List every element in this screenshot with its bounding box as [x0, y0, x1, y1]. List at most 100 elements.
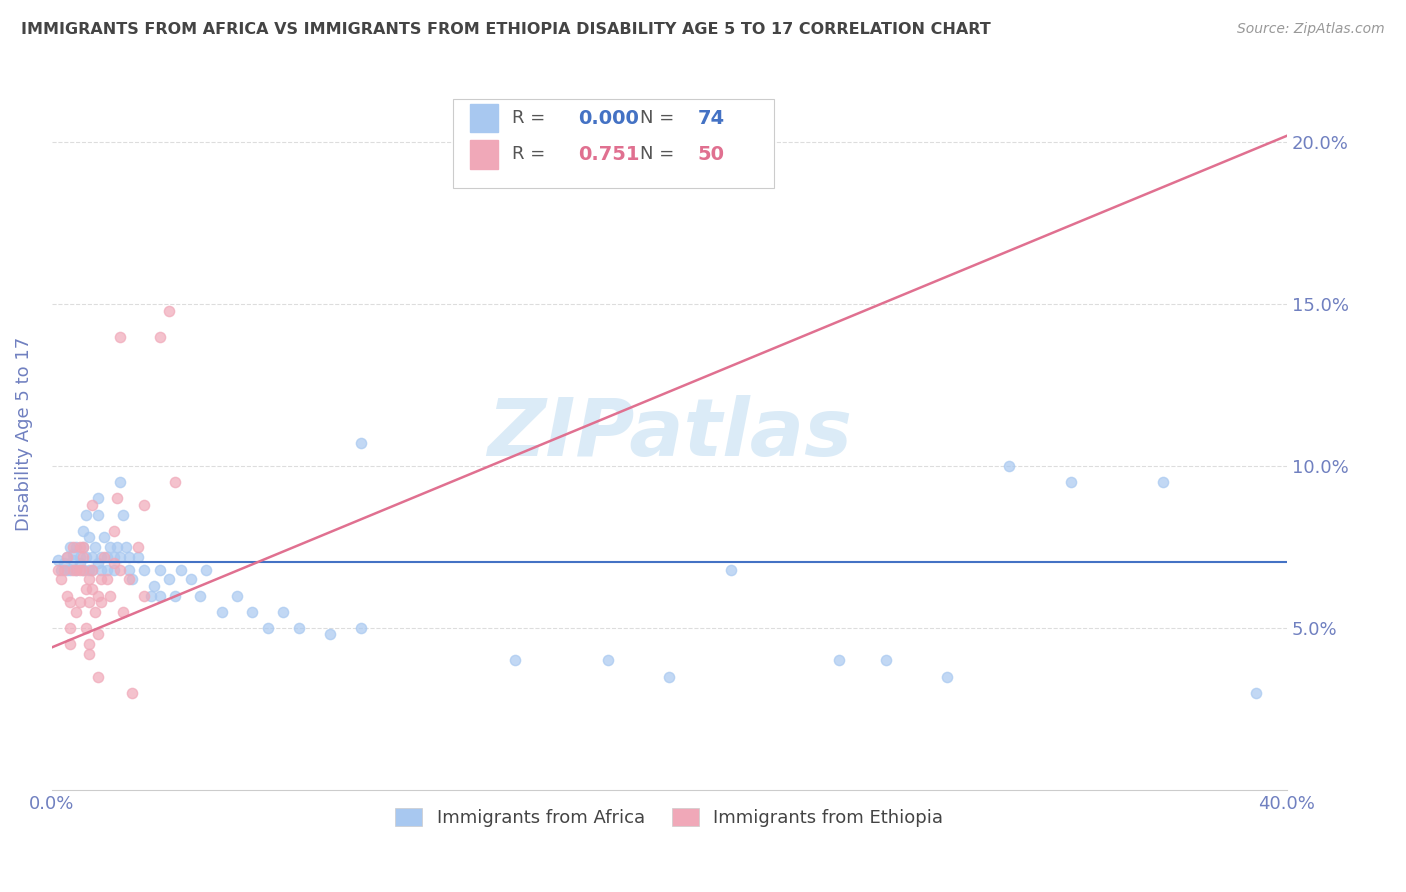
Point — [111, 508, 134, 522]
Point — [69, 540, 91, 554]
Point — [96, 563, 118, 577]
Point — [165, 475, 187, 490]
Point — [69, 563, 91, 577]
Point — [53, 563, 76, 577]
Point — [75, 549, 97, 564]
Point — [127, 540, 149, 554]
Point — [84, 605, 107, 619]
Point — [242, 605, 264, 619]
Point — [105, 491, 128, 506]
Point — [72, 540, 94, 554]
Point — [90, 549, 112, 564]
Point — [46, 553, 69, 567]
Point — [80, 563, 103, 577]
Point — [139, 589, 162, 603]
Point — [77, 573, 100, 587]
Point — [103, 549, 125, 564]
Point — [75, 621, 97, 635]
Point — [936, 669, 959, 683]
Point — [87, 556, 110, 570]
Point — [65, 540, 87, 554]
Point — [103, 524, 125, 538]
Point — [108, 563, 131, 577]
Point — [80, 582, 103, 596]
Point — [720, 563, 742, 577]
Point — [72, 540, 94, 554]
Point — [59, 540, 82, 554]
Point — [134, 589, 156, 603]
Point — [211, 605, 233, 619]
Point — [108, 549, 131, 564]
Point — [77, 595, 100, 609]
Point — [105, 540, 128, 554]
Point — [65, 563, 87, 577]
Point — [90, 595, 112, 609]
Point — [1244, 686, 1267, 700]
Point — [65, 563, 87, 577]
Point — [170, 563, 193, 577]
Point — [77, 637, 100, 651]
Point — [349, 436, 371, 450]
Point — [226, 589, 249, 603]
Point — [59, 621, 82, 635]
Point — [188, 589, 211, 603]
Point — [56, 549, 79, 564]
Point — [87, 669, 110, 683]
Point — [149, 329, 172, 343]
Point — [828, 653, 851, 667]
Point — [87, 627, 110, 641]
Point — [93, 530, 115, 544]
Point — [59, 637, 82, 651]
Point — [62, 540, 84, 554]
FancyBboxPatch shape — [471, 140, 498, 169]
Point — [318, 627, 340, 641]
Point — [87, 589, 110, 603]
Point — [69, 549, 91, 564]
Text: R =: R = — [512, 145, 551, 163]
Point — [65, 605, 87, 619]
Point — [49, 563, 72, 577]
Point — [121, 686, 143, 700]
Text: 50: 50 — [697, 145, 724, 164]
Point — [118, 549, 141, 564]
Text: 74: 74 — [697, 109, 725, 128]
Text: 0.751: 0.751 — [578, 145, 640, 164]
Point — [77, 530, 100, 544]
Point — [875, 653, 897, 667]
Point — [75, 508, 97, 522]
Point — [596, 653, 619, 667]
Point — [53, 556, 76, 570]
Text: N =: N = — [640, 145, 679, 163]
Point — [96, 549, 118, 564]
Point — [1060, 475, 1083, 490]
Point — [127, 549, 149, 564]
Point — [195, 563, 218, 577]
Point — [998, 458, 1021, 473]
FancyBboxPatch shape — [471, 103, 498, 132]
Point — [72, 563, 94, 577]
Point — [56, 549, 79, 564]
Point — [118, 563, 141, 577]
Point — [62, 547, 84, 561]
Legend: Immigrants from Africa, Immigrants from Ethiopia: Immigrants from Africa, Immigrants from … — [388, 801, 950, 834]
Point — [103, 563, 125, 577]
Point — [56, 589, 79, 603]
Point — [100, 589, 122, 603]
Point — [69, 595, 91, 609]
Text: N =: N = — [640, 109, 679, 127]
Point — [49, 573, 72, 587]
Text: R =: R = — [512, 109, 551, 127]
Point — [165, 589, 187, 603]
Point — [46, 563, 69, 577]
Point — [180, 573, 202, 587]
Point — [108, 475, 131, 490]
Point — [90, 563, 112, 577]
FancyBboxPatch shape — [453, 99, 775, 188]
Point — [658, 669, 681, 683]
Point — [87, 491, 110, 506]
Point — [80, 549, 103, 564]
Point — [59, 563, 82, 577]
Point — [90, 573, 112, 587]
Text: Source: ZipAtlas.com: Source: ZipAtlas.com — [1237, 22, 1385, 37]
Point — [115, 540, 138, 554]
